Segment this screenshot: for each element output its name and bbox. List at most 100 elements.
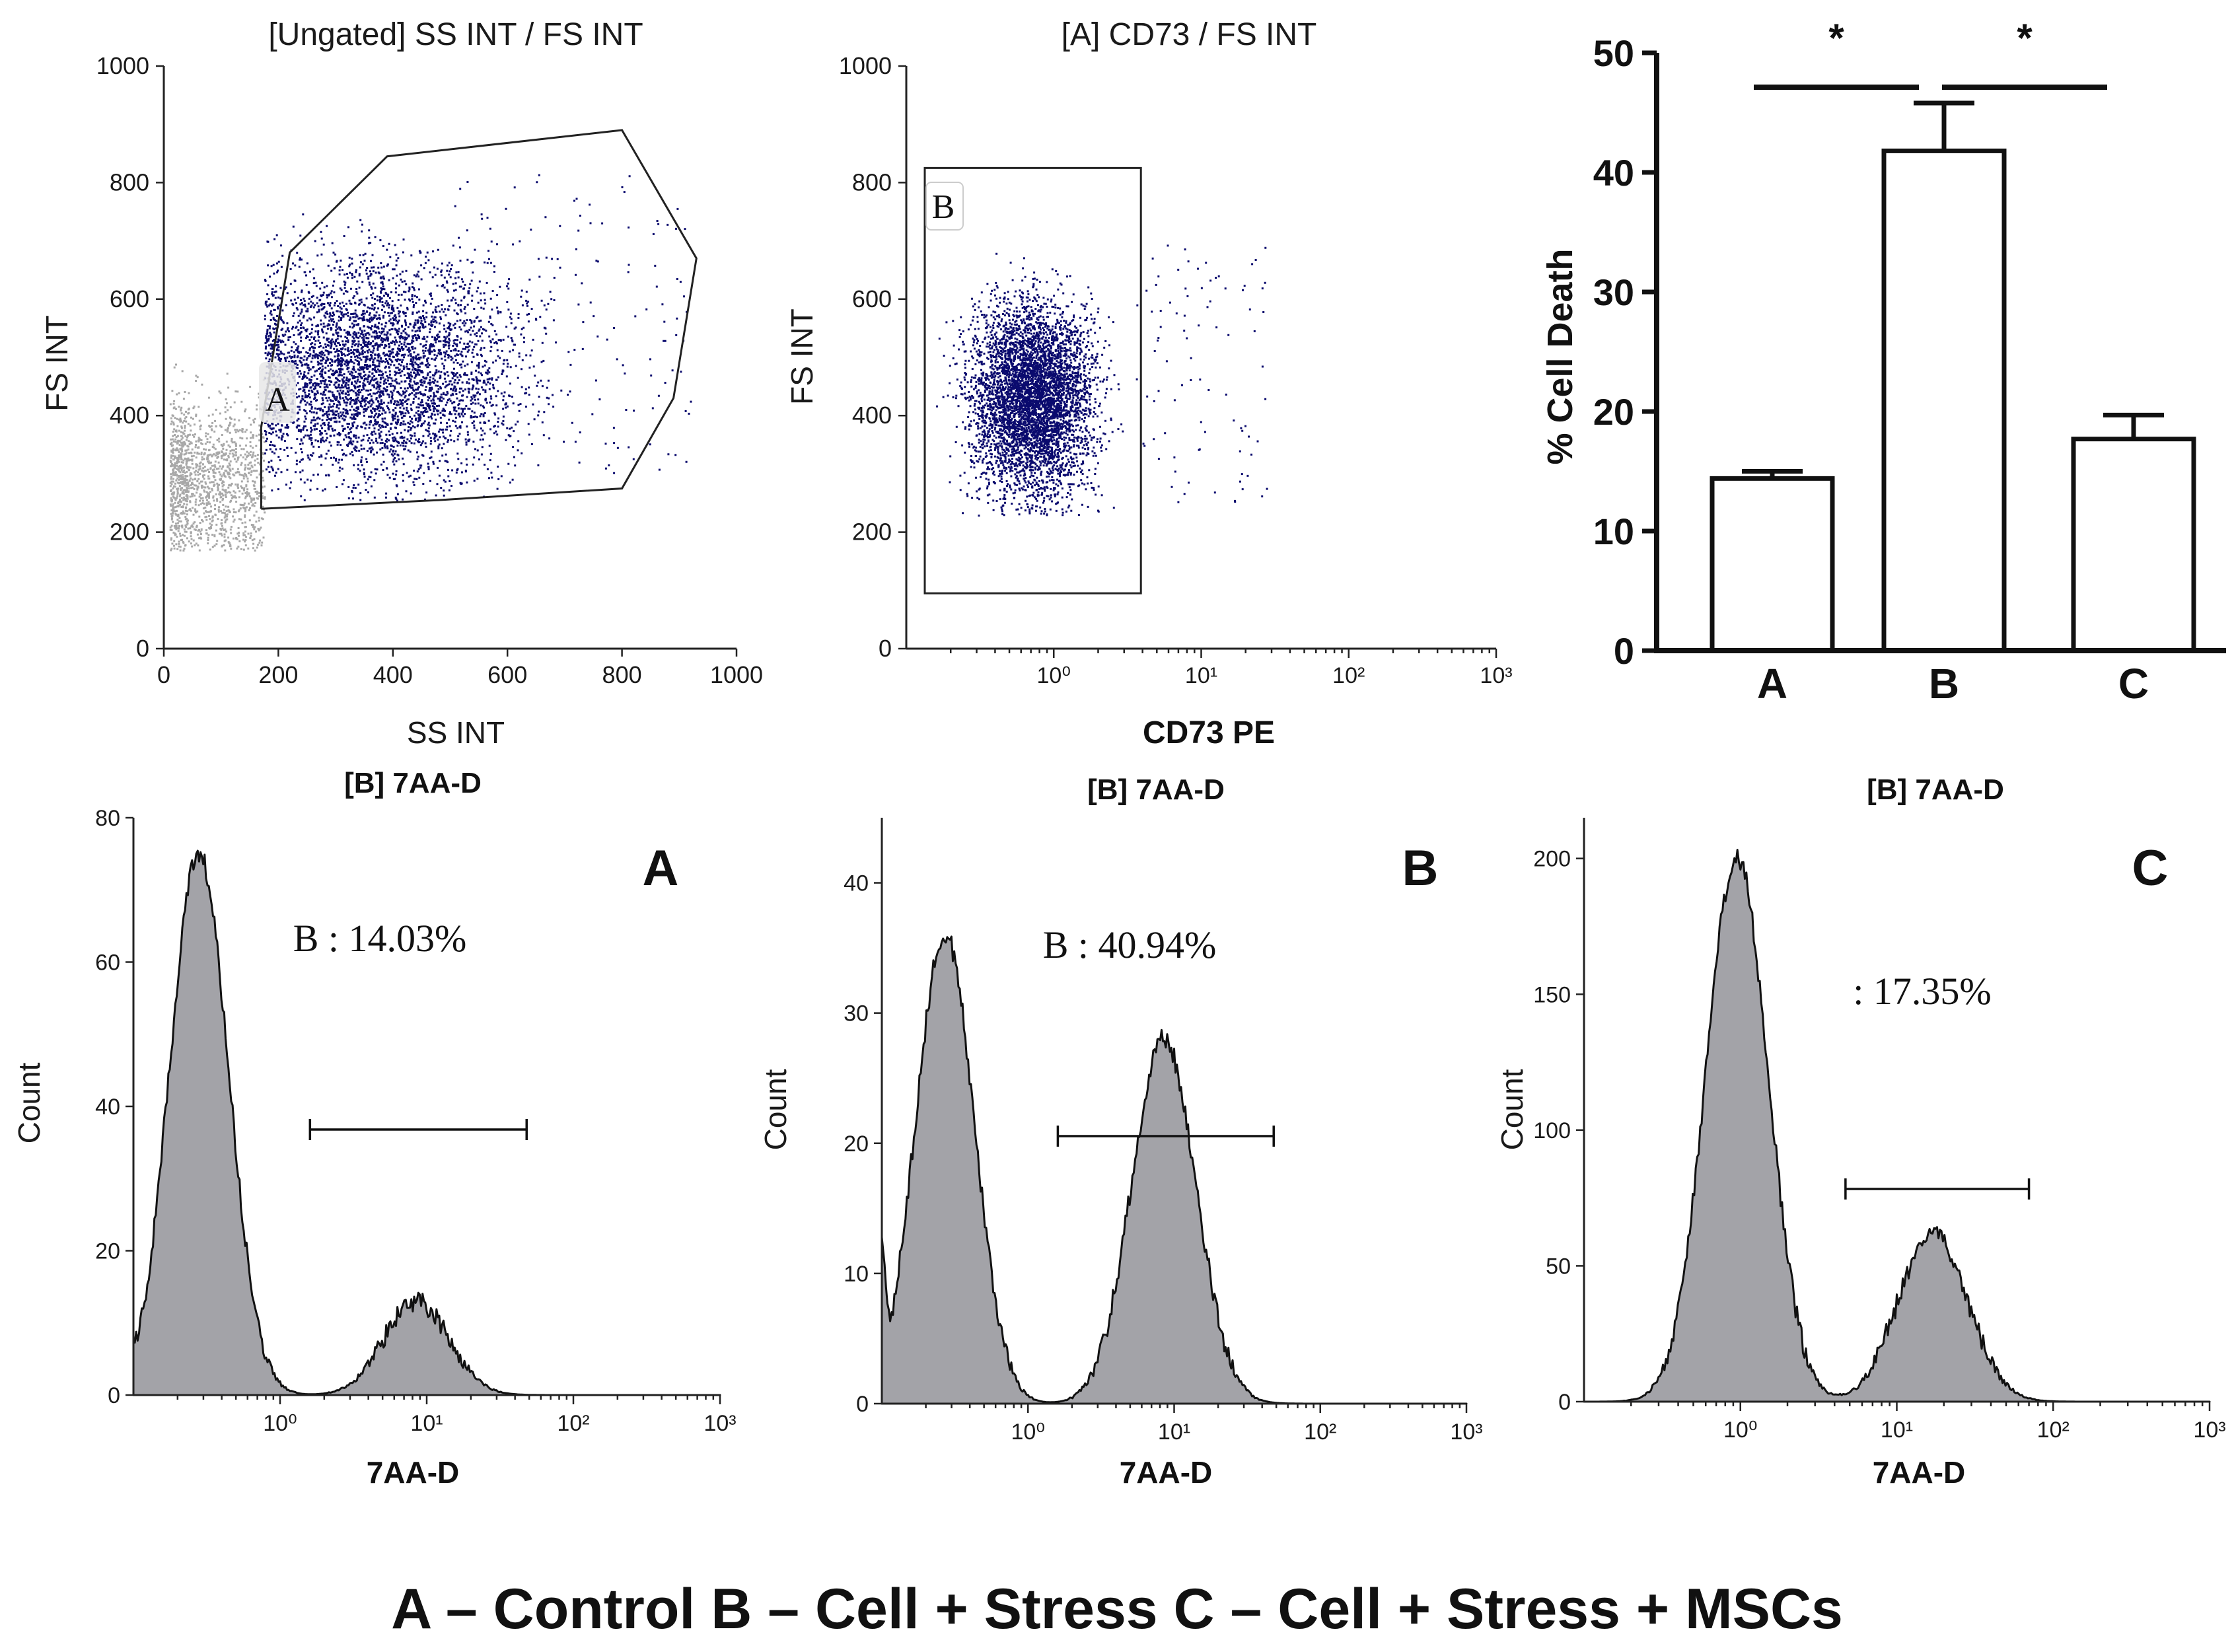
hist-x-tick-label: 10¹: [1881, 1418, 1913, 1443]
gated-b-points: [936, 252, 1124, 517]
hist-y-tick-label: 40: [95, 1095, 120, 1120]
bar-y-tick-label: 50: [1593, 32, 1634, 74]
bar-y-tick-label: 0: [1614, 630, 1634, 672]
bar-ylabel: % Cell Death: [1540, 248, 1580, 464]
scatter2-xlabel: CD73 PE: [1143, 715, 1275, 750]
hist-y-tick-label: 0: [108, 1383, 120, 1408]
hist-y-tick-label: 20: [844, 1131, 869, 1157]
bar-chart: % Cell Death A B C 0 10 20 30 40 50 * *: [1540, 16, 2226, 707]
hist-x-tick-label: 10³: [2193, 1418, 2225, 1443]
hist-x-tick-label: 10²: [2037, 1418, 2070, 1443]
hist-a-panel-letter: A: [643, 840, 679, 896]
bar-plot: A B C 0 10 20 30 40 50 * *: [1593, 16, 2226, 707]
hist-b-ylabel: Count: [758, 1069, 793, 1150]
hist-y-tick-label: 100: [1533, 1118, 1571, 1143]
hist-x-tick-label: 10²: [1304, 1419, 1336, 1445]
scatter1-x-tick-label: 200: [258, 661, 298, 688]
bar-A: [1710, 476, 1835, 653]
hist-y-tick-label: 80: [95, 806, 120, 831]
scatter1-gate-label: A: [265, 381, 290, 419]
hist-a-plot: 0 20 40 60 80 10⁰ 10¹ 10² 10³: [95, 806, 736, 1436]
scatter1-gate-label-box: [259, 362, 296, 423]
scatter2-x-tick-label: 10⁰: [1037, 663, 1071, 688]
significance-star: *: [1828, 16, 1844, 60]
bar-xtick-A: A: [1757, 660, 1787, 707]
histogram-a: [B] 7AA-D 7AA-D Count A B : 14.03% 0 20 40…: [12, 767, 737, 1490]
ungated-points: [169, 363, 266, 552]
hist-y-tick-label: 50: [1546, 1254, 1571, 1279]
scatter1-gate-polygon: [260, 129, 698, 510]
hist-c-title: [B] 7AA-D: [1867, 773, 2004, 806]
histogram-area: [881, 935, 1468, 1405]
hist-x-tick-label: 10⁰: [1723, 1418, 1757, 1443]
scatter1-x-tick-label: 400: [373, 661, 413, 688]
scatter1-ylabel: FS INT: [40, 315, 74, 412]
significance-star: *: [2017, 16, 2033, 60]
histogram-c: [B] 7AA-D 7AA-D Count C : 17.35% 0 50 100 1…: [1495, 773, 2226, 1490]
scatter2-y-tick-label: 200: [852, 519, 892, 546]
hist-c-plot: 0 50 100 150 200 10⁰ 10¹ 10² 10³: [1533, 818, 2226, 1443]
scatter2-gate-label-box: [925, 182, 964, 231]
hist-b-gate-label: B : 40.94%: [1043, 923, 1217, 966]
hist-a-title: [B] 7AA-D: [344, 767, 482, 799]
hist-y-tick-label: 30: [844, 1001, 869, 1026]
hist-x-tick-label: 10³: [1450, 1419, 1482, 1445]
hist-y-tick-label: 0: [856, 1392, 869, 1417]
hist-y-tick-label: 20: [95, 1239, 120, 1264]
bar-y-tick-label: 40: [1593, 152, 1634, 194]
scatter1-y-tick-label: 800: [110, 168, 149, 196]
hist-x-tick-label: 10⁰: [1011, 1419, 1045, 1445]
hist-x-tick-label: 10³: [703, 1411, 736, 1436]
scatter1-x-tick-label: 1000: [710, 661, 763, 688]
hist-y-tick-label: 60: [95, 951, 120, 976]
scatter2-y-tick-label: 600: [852, 285, 892, 312]
bar-B: [1881, 148, 2007, 653]
hist-c-ylabel: Count: [1495, 1069, 1529, 1150]
scatter1-x-tick-label: 600: [487, 661, 527, 688]
hist-c-panel-letter: C: [2132, 840, 2169, 896]
scatter2-title: [A] CD73 / FS INT: [1062, 17, 1317, 52]
scatter-ss-fs: [Ungated] SS INT / FS INT SS INT FS INT …: [40, 17, 763, 750]
hist-y-tick-label: 200: [1533, 847, 1571, 872]
bar-xtick-B: B: [1929, 660, 1959, 707]
scatter2-x-tick-label: 10¹: [1185, 663, 1217, 688]
gated-a-points: [264, 213, 585, 502]
scatter1-x-tick-label: 800: [602, 661, 642, 688]
histogram-b: [B] 7AA-D 7AA-D Count B B : 40.94% 0 10 20…: [758, 773, 1483, 1490]
scatter2-x-tick-label: 10³: [1480, 663, 1512, 688]
scatter1-xlabel: SS INT: [407, 715, 505, 750]
hist-y-tick-label: 150: [1533, 982, 1571, 1007]
hist-y-tick-label: 40: [844, 871, 869, 896]
footer-caption: A – Control B – Cell + Stress C – Cell +…: [391, 1577, 1843, 1641]
hist-b-panel-letter: B: [1402, 840, 1439, 896]
scatter1-y-tick-label: 600: [110, 285, 149, 312]
bar-y-tick-label: 30: [1593, 271, 1634, 313]
bar-y-tick-label: 20: [1593, 391, 1634, 433]
bar-y-tick-label: 10: [1593, 511, 1634, 552]
bar-xtick-C: C: [2118, 660, 2149, 707]
hist-c-xlabel: 7AA-D: [1873, 1455, 1966, 1490]
scatter1-points: [169, 174, 692, 552]
scatter2-x-tick-label: 10²: [1332, 663, 1365, 688]
scatter2-y-tick-label: 800: [852, 168, 892, 196]
scatter1-title: [Ungated] SS INT / FS INT: [268, 17, 643, 52]
scatter-cd73-fs: [A] CD73 / FS INT CD73 PE FS INT B 0 200 4…: [785, 17, 1513, 750]
scatter2-points: [936, 244, 1268, 517]
scatter2-y-tick-label: 1000: [839, 52, 892, 79]
gated-b-outliers: [1135, 244, 1268, 503]
hist-x-tick-label: 10¹: [410, 1411, 443, 1436]
scatter2-y-tick-label: 400: [852, 402, 892, 429]
hist-x-tick-label: 10⁰: [263, 1411, 297, 1436]
scatter2-gate-rect: [923, 166, 1142, 594]
histogram-area: [1583, 849, 2211, 1403]
hist-c-gate-label: : 17.35%: [1853, 970, 1991, 1013]
hist-a-xlabel: 7AA-D: [367, 1455, 460, 1490]
hist-b-plot: 0 10 20 30 40 10⁰ 10¹ 10² 10³: [844, 818, 1483, 1445]
scatter1-axes: 0 200 400 600 800 1000 0 200 400 600 800 1000: [96, 52, 763, 688]
scatter1-x-tick-label: 0: [157, 661, 170, 688]
scatter1-y-tick-label: 400: [110, 402, 149, 429]
hist-b-title: [B] 7AA-D: [1087, 773, 1225, 806]
hist-y-tick-label: 10: [844, 1262, 869, 1287]
scatter1-y-tick-label: 200: [110, 519, 149, 546]
